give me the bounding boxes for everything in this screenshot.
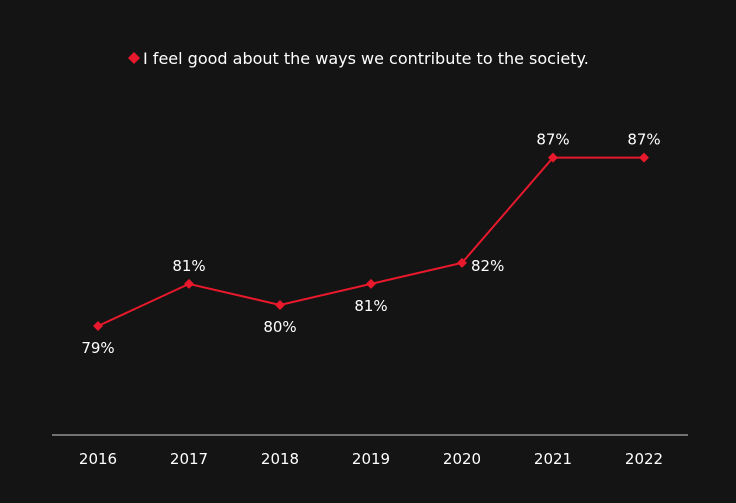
legend-label: I feel good about the ways we contribute… bbox=[143, 49, 589, 68]
x-tick-label-2020: 2020 bbox=[443, 450, 481, 468]
data-points bbox=[93, 152, 649, 331]
x-tick-label-2018: 2018 bbox=[261, 450, 299, 468]
data-label-2016: 79% bbox=[81, 339, 114, 357]
x-tick-label-2016: 2016 bbox=[79, 450, 117, 468]
data-label-2021: 87% bbox=[536, 131, 569, 149]
data-label-2017: 81% bbox=[172, 257, 205, 275]
data-point-2017 bbox=[184, 278, 194, 289]
data-point-2019 bbox=[366, 278, 376, 289]
x-tick-label-2022: 2022 bbox=[625, 450, 663, 468]
data-point-2018 bbox=[275, 299, 285, 310]
data-point-2020 bbox=[457, 257, 467, 268]
x-tick-label-2019: 2019 bbox=[352, 450, 390, 468]
data-label-2019: 81% bbox=[354, 297, 387, 315]
legend-marker-icon bbox=[128, 52, 140, 64]
data-label-2020: 82% bbox=[471, 257, 504, 275]
data-label-2022: 87% bbox=[627, 131, 660, 149]
data-point-2022 bbox=[639, 152, 649, 163]
legend: I feel good about the ways we contribute… bbox=[128, 49, 589, 68]
data-label-2018: 80% bbox=[263, 318, 296, 336]
data-point-2021 bbox=[548, 152, 558, 163]
x-tick-label-2021: 2021 bbox=[534, 450, 572, 468]
data-point-2016 bbox=[93, 321, 103, 331]
x-tick-label-2017: 2017 bbox=[170, 450, 208, 468]
data-labels: 79% 81% 80% 81% 82% 87% 87% bbox=[81, 131, 660, 357]
x-axis-ticks: 2016 2017 2018 2019 2020 2021 2022 bbox=[79, 450, 663, 468]
